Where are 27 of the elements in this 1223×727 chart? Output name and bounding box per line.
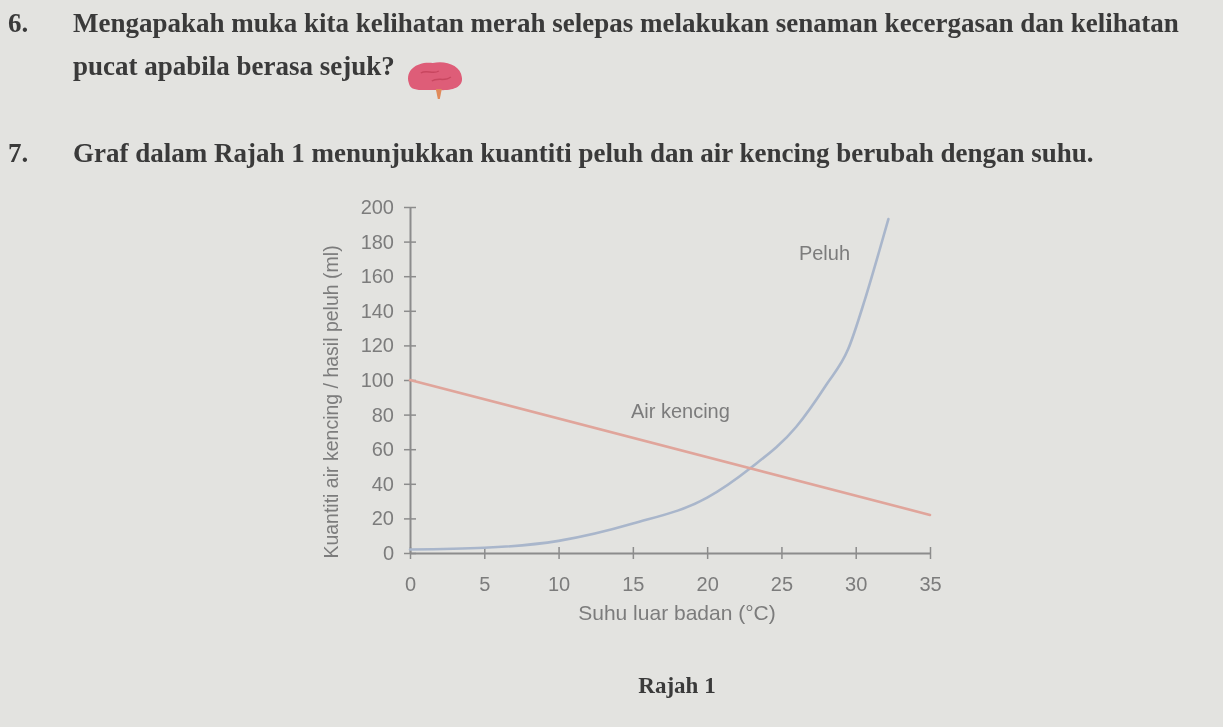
y-tick-label: 60: [371, 438, 394, 461]
y-tick-label: 20: [371, 507, 394, 530]
y-tick-label: 0: [382, 541, 394, 564]
y-tick-label: 180: [360, 230, 394, 253]
x-tick-label: 15: [622, 573, 645, 596]
text: Rajah 1: [638, 673, 716, 698]
line-series: [408, 217, 890, 551]
y-axis-title: Kuantiti air kencing / hasil peluh (ml): [320, 245, 342, 559]
text: 6. Mengapakah muka kita kelihatan merah selepas melakukan senaman kecergasan dan kelihatan pucat apabila berasa sejuk?: [8, 8, 1179, 81]
x-tick-label: 10: [547, 573, 571, 596]
series-label: Peluh: [798, 241, 851, 264]
x-tick-label: 35: [919, 573, 942, 596]
x-tick-label: 30: [845, 573, 868, 596]
x-tick-label: 20: [696, 573, 719, 596]
chart-title: 7. Graf dalam Rajah 1 menunjukkan kuantiti peluh dan air kencing berubah dengan suhu.: [8, 138, 1094, 168]
x-tick-label: 0: [404, 573, 417, 596]
y-tick-label: 140: [360, 299, 394, 322]
series-label: Air kencing: [630, 400, 730, 423]
y-tick-label: 80: [371, 403, 394, 426]
x-axis-title: Suhu luar badan (°C): [578, 601, 776, 624]
x-tick-label: 25: [770, 573, 794, 596]
y-tick-label: 160: [360, 265, 394, 288]
x-tick-label: 5: [479, 573, 491, 596]
y-tick-label: 40: [371, 472, 394, 495]
y-tick-label: 200: [360, 195, 394, 218]
y-tick-label: 100: [360, 368, 394, 391]
y-tick-label: 120: [360, 334, 394, 357]
